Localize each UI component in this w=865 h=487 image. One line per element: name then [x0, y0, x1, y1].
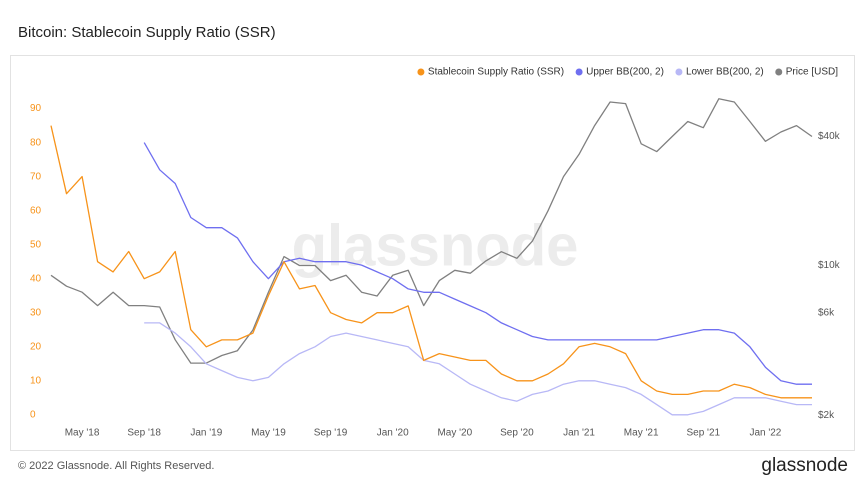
legend-swatch [775, 68, 783, 76]
y2-tick-label: $10k [818, 260, 841, 271]
y2-tick-label: $40k [818, 131, 841, 142]
x-tick-label: Sep '19 [314, 428, 348, 439]
y2-tick-label: $2k [818, 410, 835, 421]
legend-swatch [675, 68, 683, 76]
legend-swatch [417, 68, 425, 76]
y-tick-label: 80 [30, 137, 42, 148]
x-tick-label: May '21 [624, 428, 659, 439]
legend-label: Stablecoin Supply Ratio (SSR) [428, 67, 564, 78]
y-tick-label: 30 [30, 307, 42, 318]
series-line [144, 322, 812, 416]
watermark: glassnode [292, 213, 579, 278]
series-line [143, 142, 812, 385]
y-tick-label: 90 [30, 103, 42, 114]
y-tick-label: 60 [30, 205, 42, 216]
x-tick-label: Sep '21 [686, 428, 720, 439]
footer: © 2022 Glassnode. All Rights Reserved. [18, 460, 214, 472]
x-tick-label: Sep '20 [500, 428, 534, 439]
y-tick-label: 70 [30, 171, 42, 182]
x-tick-label: May '20 [437, 428, 472, 439]
x-tick-label: Jan '21 [563, 428, 595, 439]
x-tick-label: Jan '19 [190, 428, 222, 439]
y2-tick-label: $6k [818, 308, 835, 319]
legend-label: Price [USD] [786, 67, 838, 78]
series-line [50, 98, 813, 364]
y-tick-label: 10 [30, 375, 42, 386]
x-tick-label: May '18 [65, 428, 100, 439]
y-tick-label: 20 [30, 341, 42, 352]
x-tick-label: May '19 [251, 428, 286, 439]
x-tick-label: Sep '18 [127, 428, 161, 439]
panel [10, 55, 855, 451]
y-tick-label: 50 [30, 239, 42, 250]
brand-logo: glassnode [761, 455, 848, 476]
y-tick-label: 40 [30, 273, 42, 284]
legend-label: Lower BB(200, 2) [686, 67, 764, 78]
series-line [50, 125, 812, 399]
y-tick-label: 0 [30, 409, 36, 420]
chart-title: Bitcoin: Stablecoin Supply Ratio (SSR) [18, 24, 276, 41]
legend-swatch [575, 68, 583, 76]
legend-label: Upper BB(200, 2) [586, 67, 664, 78]
x-tick-label: Jan '20 [377, 428, 409, 439]
x-tick-label: Jan '22 [749, 428, 781, 439]
